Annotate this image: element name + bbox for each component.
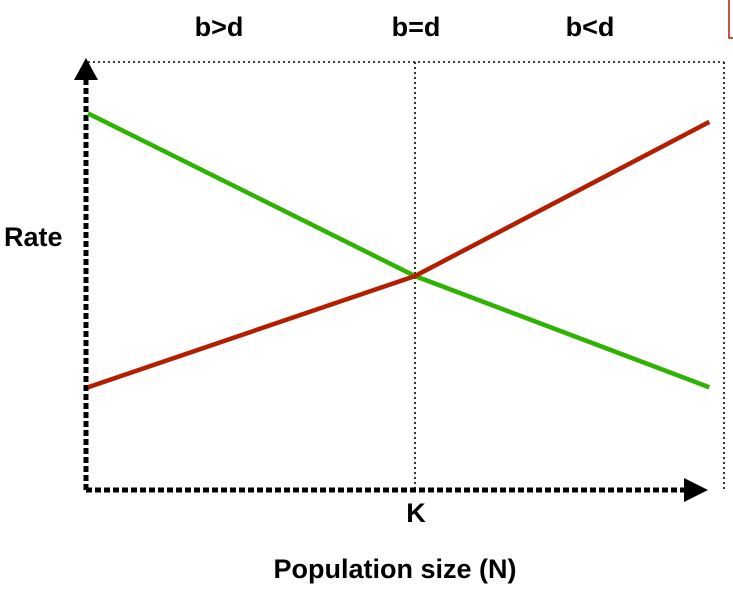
series-line-1	[86, 111, 711, 390]
x-tick-label-k: K	[406, 498, 426, 528]
series-line-2	[87, 119, 711, 390]
x-axis-arrow	[684, 478, 708, 502]
y-axis-label: Rate	[4, 222, 63, 252]
clipped-box-edge	[728, 0, 733, 39]
series-layer	[86, 111, 711, 390]
region-label-b-greater-d: b>d	[195, 12, 244, 42]
x-axis-label: Population size (N)	[274, 554, 517, 584]
y-axis-arrow	[74, 58, 98, 80]
region-label-b-equal-d: b=d	[392, 12, 441, 42]
region-label-b-less-d: b<d	[566, 12, 615, 42]
